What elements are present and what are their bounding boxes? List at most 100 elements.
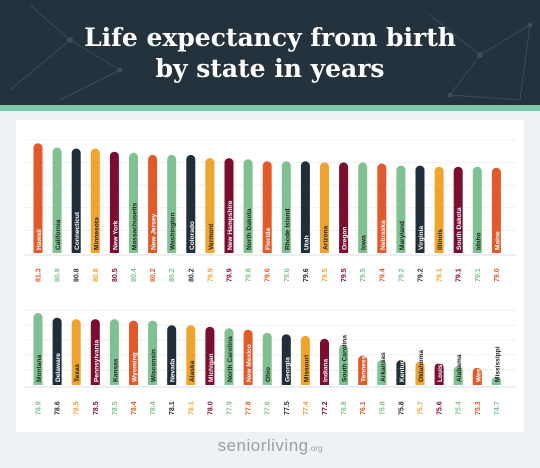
value-label: 78.0 — [207, 401, 214, 415]
state-label: Montana — [36, 355, 43, 382]
state-label: Colorado — [189, 221, 196, 250]
bar-base-texas — [71, 379, 81, 385]
header-banner: Life expectancy from birth by state in y… — [0, 0, 540, 105]
value-label: 74.7 — [494, 401, 501, 415]
value-label: 79.1 — [456, 268, 463, 282]
state-label: Connecticut — [74, 211, 81, 250]
value-label: 77.6 — [265, 401, 272, 415]
state-label: Maryland — [399, 221, 406, 250]
value-label: 79.9 — [227, 268, 234, 282]
bar-pennsylvania — [90, 319, 100, 385]
bar-maine — [491, 167, 501, 253]
state-label: North Carolina — [227, 336, 234, 382]
state-label: Arizona — [323, 225, 330, 250]
state-label: Rhode Island — [284, 209, 291, 250]
bar-base-maine — [491, 247, 501, 253]
bar-base-delaware — [52, 379, 62, 385]
network-pattern-decoration — [9, 4, 533, 101]
bar-base-california — [52, 247, 62, 253]
value-label: 80.4 — [131, 268, 138, 282]
state-label: Washington — [170, 213, 177, 250]
bar-base-indiana — [320, 379, 329, 385]
bar-base-alabama — [453, 379, 463, 385]
bar-base-florida — [262, 247, 272, 253]
state-label: Nebraska — [380, 220, 387, 250]
bar-alaska — [186, 325, 196, 385]
bar-oregon — [339, 162, 349, 253]
value-label: 75.3 — [475, 401, 482, 415]
state-label: Pennsylvania — [93, 340, 100, 382]
bar-idaho — [472, 166, 482, 253]
bar-base-rhode-island — [281, 247, 291, 253]
value-label: 79.8 — [246, 268, 253, 282]
bar-base-nebraska — [377, 247, 387, 253]
state-label: Texas — [74, 363, 81, 382]
bar-hawaii — [33, 143, 43, 253]
bar-michigan — [205, 326, 215, 385]
bar-base-iowa — [358, 247, 368, 253]
state-label: New Hampshire — [227, 200, 234, 250]
bar-base-colorado — [186, 247, 196, 253]
bar-base-illinois — [434, 247, 444, 253]
state-label: Hawaii — [36, 229, 43, 250]
bar-base-washington — [167, 247, 177, 253]
value-label: 79.1 — [475, 268, 482, 282]
value-label: 78.5 — [74, 401, 81, 415]
bar-base-arkansas — [377, 379, 387, 385]
state-label: Alabama — [456, 354, 463, 382]
state-label: Utah — [303, 235, 310, 250]
bar-base-wisconsin — [148, 379, 158, 385]
bar-north-dakota — [243, 159, 253, 253]
state-label: Kentucky — [399, 352, 406, 382]
value-label: 80.8 — [74, 268, 81, 282]
bar-base-south-carolina — [339, 379, 349, 385]
bar-base-kansas — [109, 379, 119, 385]
state-label: Iowa — [361, 235, 368, 250]
bar-base-georgia — [281, 379, 291, 385]
brand-logo: seniorliving.org — [0, 436, 540, 456]
bar-maryland — [396, 165, 406, 253]
value-label: 76.1 — [360, 401, 367, 415]
bar-base-missouri — [300, 379, 310, 385]
value-label: 79.5 — [360, 268, 367, 282]
bar-south-dakota — [453, 166, 463, 253]
state-label: South Carolina — [342, 335, 349, 382]
value-label: 78.4 — [150, 401, 157, 415]
bar-base-massachusetts — [129, 247, 138, 253]
value-label: 79.5 — [322, 268, 329, 282]
state-label: Ohio — [265, 367, 272, 382]
bar-north-carolina — [224, 328, 234, 385]
life-expectancy-chart: Hawaii 81.3 California 80.9 Connecticut 80.8 M… — [24, 139, 516, 415]
bar-massachusetts — [129, 152, 138, 253]
value-label: 75.4 — [456, 401, 463, 415]
bar-base-idaho — [472, 247, 482, 253]
bar-base-maryland — [396, 247, 406, 253]
value-label: 78.4 — [131, 401, 138, 415]
bar-tennessee — [358, 355, 368, 385]
value-label: 76.8 — [341, 401, 348, 415]
bar-illinois — [434, 166, 444, 253]
bar-base-new-mexico — [243, 379, 253, 385]
bar-wisconsin — [148, 320, 158, 385]
state-label: Minnesota — [93, 217, 100, 250]
bar-missouri — [300, 335, 310, 385]
bar-base-minnesota — [90, 247, 100, 253]
bar-utah — [300, 161, 310, 253]
state-label: New Mexico — [246, 344, 253, 382]
value-label: 77.9 — [227, 401, 234, 415]
bar-base-new-hampshire — [224, 247, 234, 253]
bar-new-jersey — [148, 154, 158, 253]
bar-base-tennessee — [358, 379, 368, 385]
state-label: Louisiana — [437, 351, 444, 382]
value-label: 79.4 — [379, 268, 386, 282]
bar-base-north-carolina — [224, 379, 234, 385]
bar-california — [52, 147, 62, 253]
bar-nevada — [167, 325, 177, 385]
state-label: New York — [112, 220, 119, 250]
state-label: Vermont — [208, 223, 215, 250]
state-label: Nevada — [170, 358, 177, 382]
value-label: 78.6 — [55, 401, 62, 415]
state-label: Illinois — [437, 229, 444, 250]
bar-base-utah — [300, 247, 310, 253]
value-label: 77.4 — [303, 401, 310, 415]
